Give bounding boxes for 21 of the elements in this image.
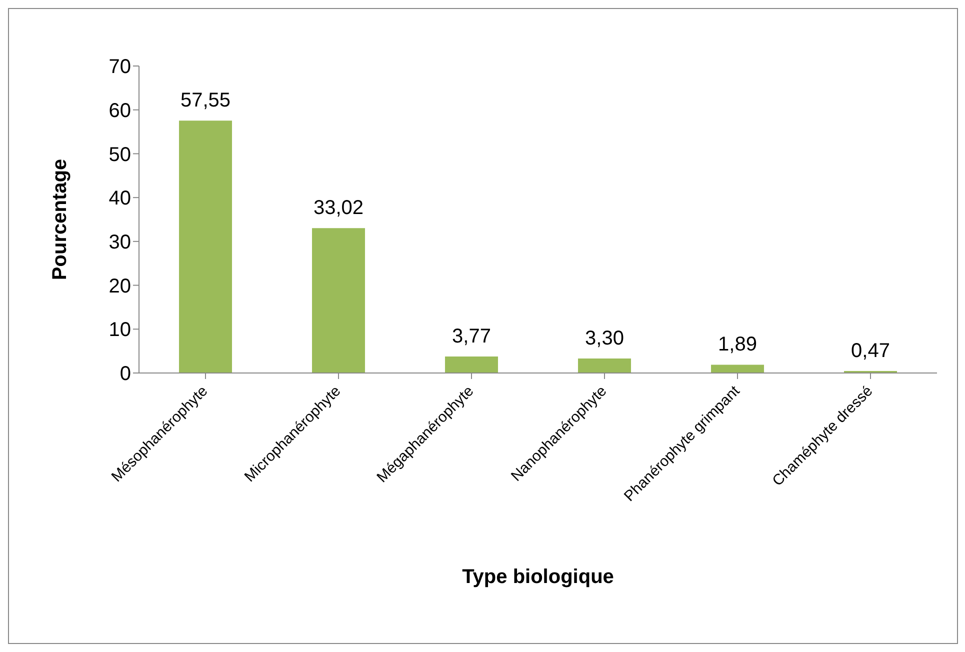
data-label: 57,55: [180, 90, 231, 112]
bar: [445, 356, 498, 373]
y-axis-title: Pourcentage: [49, 158, 72, 280]
data-label: 33,02: [313, 197, 364, 220]
bar: [179, 120, 232, 373]
y-tick-label: 70: [108, 56, 131, 78]
y-tick-label: 0: [120, 363, 131, 386]
x-axis-title: Type biologique: [462, 566, 614, 588]
y-tick-label: 10: [108, 319, 131, 342]
data-label: 0,47: [851, 340, 890, 362]
y-tick-label: 20: [108, 275, 131, 298]
y-tick-label: 60: [108, 100, 131, 122]
y-tick-label: 50: [108, 144, 131, 166]
bar: [711, 364, 764, 373]
bar: [578, 358, 631, 373]
data-label: 1,89: [718, 334, 757, 356]
data-label: 3,30: [585, 328, 624, 350]
data-label: 3,77: [452, 325, 491, 348]
y-tick-label: 40: [108, 188, 131, 210]
bar: [312, 228, 365, 373]
y-tick-label: 30: [108, 232, 131, 254]
